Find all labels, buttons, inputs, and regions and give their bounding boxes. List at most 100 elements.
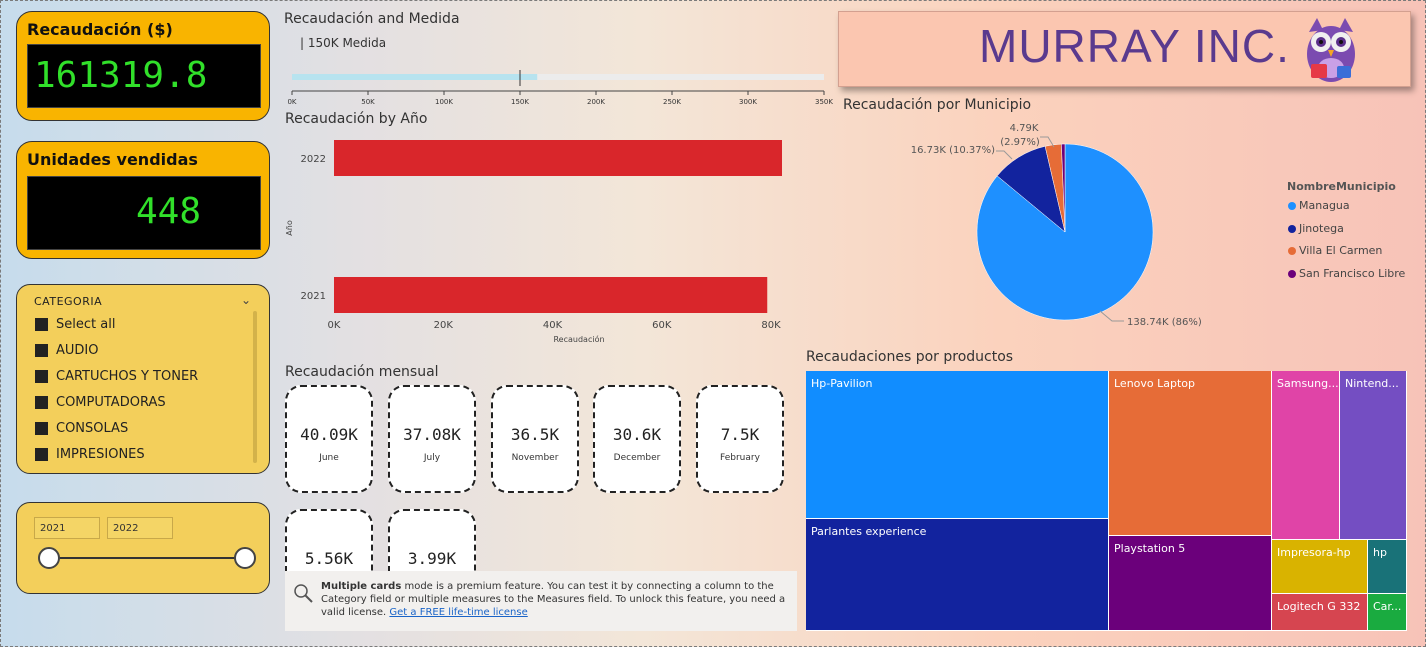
legend-item[interactable]: Villa El Carmen [1288, 244, 1382, 257]
treemap-title: Recaudaciones por productos [806, 349, 1014, 365]
checkbox-icon[interactable] [35, 422, 48, 435]
treemap-label: Nintend... [1345, 377, 1399, 390]
treemap-cell[interactable]: Car... [1368, 594, 1407, 631]
treemap-label: Impresora-hp [1277, 546, 1351, 559]
gauge-tick-label: 300K [739, 98, 757, 106]
treemap-label: Hp-Pavilion [811, 377, 873, 390]
legend-item[interactable]: Jinotega [1288, 222, 1344, 235]
month-label: February [720, 453, 760, 463]
bar [334, 277, 768, 313]
pie-data-label: 16.73K (10.37%) [911, 145, 995, 156]
checkbox-icon[interactable] [35, 448, 48, 461]
treemap-label: Samsung... [1277, 377, 1339, 390]
x-tick-label: 60K [652, 320, 672, 331]
legend-dot-icon [1288, 246, 1296, 255]
slicer-item-label: CARTUCHOS Y TONER [56, 369, 199, 384]
month-card[interactable]: 36.5K November [491, 385, 579, 493]
treemap-cell[interactable]: Nintend... [1340, 371, 1407, 540]
slicer-item-computadoras[interactable]: COMPUTADORAS [35, 395, 166, 410]
treemap-label: Car... [1373, 600, 1402, 613]
legend-title: NombreMunicipio [1287, 180, 1396, 193]
slicer-scrollbar[interactable] [253, 311, 257, 463]
search-key-icon [294, 584, 313, 603]
gauge-ticks: 0K 50K 100K 150K 200K 250K 300K 350K [287, 91, 833, 106]
month-card[interactable]: 7.5K February [696, 385, 784, 493]
treemap-cell[interactable]: Impresora-hp [1272, 540, 1368, 594]
range-track[interactable] [49, 557, 245, 559]
recaudacion-kpi-card[interactable]: Recaudación ($) 161319.8 [16, 11, 270, 121]
slicer-item-select-all[interactable]: Select all [35, 317, 115, 332]
legend-label: San Francisco Libre [1299, 267, 1406, 280]
slicer-item-impresiones[interactable]: IMPRESIONES [35, 447, 145, 462]
x-tick-label: 0K [328, 320, 341, 331]
slicer-item-label: IMPRESIONES [56, 447, 145, 462]
treemap-cell[interactable]: Playstation 5 [1109, 536, 1272, 631]
month-label: June [319, 453, 339, 463]
unidades-kpi-card[interactable]: Unidades vendidas 448 [16, 141, 270, 259]
treemap-label: hp [1373, 546, 1387, 559]
legend-dot-icon [1288, 224, 1296, 233]
treemap-cell[interactable]: Lenovo Laptop [1109, 371, 1272, 536]
pie-leader-line [1099, 310, 1124, 322]
bar-chart-title: Recaudación by Año [285, 111, 428, 127]
categoria-slicer[interactable]: CATEGORIA ⌄ Select all AUDIO CARTUCHOS Y… [16, 284, 270, 474]
slicer-item-label: Select all [56, 317, 116, 332]
legend-label: Managua [1299, 199, 1350, 212]
treemap[interactable]: Hp-Pavilion Parlantes experience Lenovo … [806, 371, 1407, 631]
slicer-item-cartuchos[interactable]: CARTUCHOS Y TONER [35, 369, 198, 384]
checkbox-icon[interactable] [35, 396, 48, 409]
legend-item[interactable]: Managua [1288, 199, 1350, 212]
month-value: 5.56K [304, 549, 354, 568]
legend-item[interactable]: San Francisco Libre [1288, 267, 1405, 280]
slicer-title: CATEGORIA [34, 295, 103, 308]
slicer-item-consolas[interactable]: CONSOLAS [35, 421, 128, 436]
checkbox-icon[interactable] [35, 318, 48, 331]
premium-notice: Multiple cards mode is a premium feature… [285, 571, 797, 631]
range-end-handle[interactable] [234, 547, 256, 569]
range-end-input[interactable]: 2022 [107, 517, 173, 539]
bar-category-label: 2021 [301, 291, 326, 302]
month-value: 36.5K [510, 425, 560, 444]
bar-chart[interactable]: 2022 2021 0K 20K 40K 60K 80K Recaudación Año [284, 130, 814, 350]
gauge-tick-label: 150K [511, 98, 529, 106]
gauge-tick-label: 100K [435, 98, 453, 106]
month-label: July [423, 453, 441, 463]
license-link[interactable]: Get a FREE life-time license [389, 607, 528, 618]
kpi-value: 448 [136, 191, 202, 232]
month-card[interactable]: 37.08K July [388, 385, 476, 493]
gauge-bar[interactable]: 0K 50K 100K 150K 200K 250K 300K 350K [284, 68, 834, 110]
gauge-target-label: | 150K Medida [300, 36, 387, 50]
treemap-cell[interactable]: hp [1368, 540, 1407, 594]
treemap-cell[interactable]: Logitech G 332 [1272, 594, 1368, 631]
treemap-cell[interactable]: Parlantes experience [806, 519, 1109, 631]
range-start-input[interactable]: 2021 [34, 517, 100, 539]
kpi-display: 448 [27, 176, 261, 250]
pie-data-label: 4.79K [1010, 123, 1039, 134]
treemap-cell[interactable]: Hp-Pavilion [806, 371, 1109, 519]
slicer-item-audio[interactable]: AUDIO [35, 343, 99, 358]
kpi-value: 161319.8 [34, 55, 208, 96]
pie-data-label: 138.74K (86%) [1127, 317, 1202, 328]
range-start-handle[interactable] [38, 547, 60, 569]
gauge-tick-label: 250K [663, 98, 681, 106]
month-value: 30.6K [612, 425, 662, 444]
monthly-title: Recaudación mensual [285, 364, 439, 380]
checkbox-icon[interactable] [35, 370, 48, 383]
gauge-fill [292, 74, 538, 80]
checkbox-icon[interactable] [35, 344, 48, 357]
treemap-cell[interactable]: Samsung... [1272, 371, 1340, 540]
month-card[interactable]: 30.6K December [593, 385, 681, 493]
chevron-down-icon[interactable]: ⌄ [241, 293, 252, 307]
treemap-label: Logitech G 332 [1277, 600, 1361, 613]
premium-text: Multiple cards mode is a premium feature… [321, 580, 791, 619]
gauge-tick-label: 200K [587, 98, 605, 106]
treemap-label: Lenovo Laptop [1114, 377, 1196, 390]
pie-chart[interactable]: 138.74K (86%) 16.73K (10.37%) 4.79K (2.97%) [900, 115, 1280, 340]
legend-dot-icon [1288, 269, 1296, 278]
owl-logo-icon [1307, 18, 1355, 82]
brand-name: MURRAY INC. [979, 20, 1290, 72]
bar-category-label: 2022 [301, 154, 326, 165]
month-card[interactable]: 40.09K June [285, 385, 373, 493]
year-range-slicer[interactable]: 2021 2022 [16, 502, 270, 594]
premium-bold: Multiple cards [321, 581, 402, 592]
